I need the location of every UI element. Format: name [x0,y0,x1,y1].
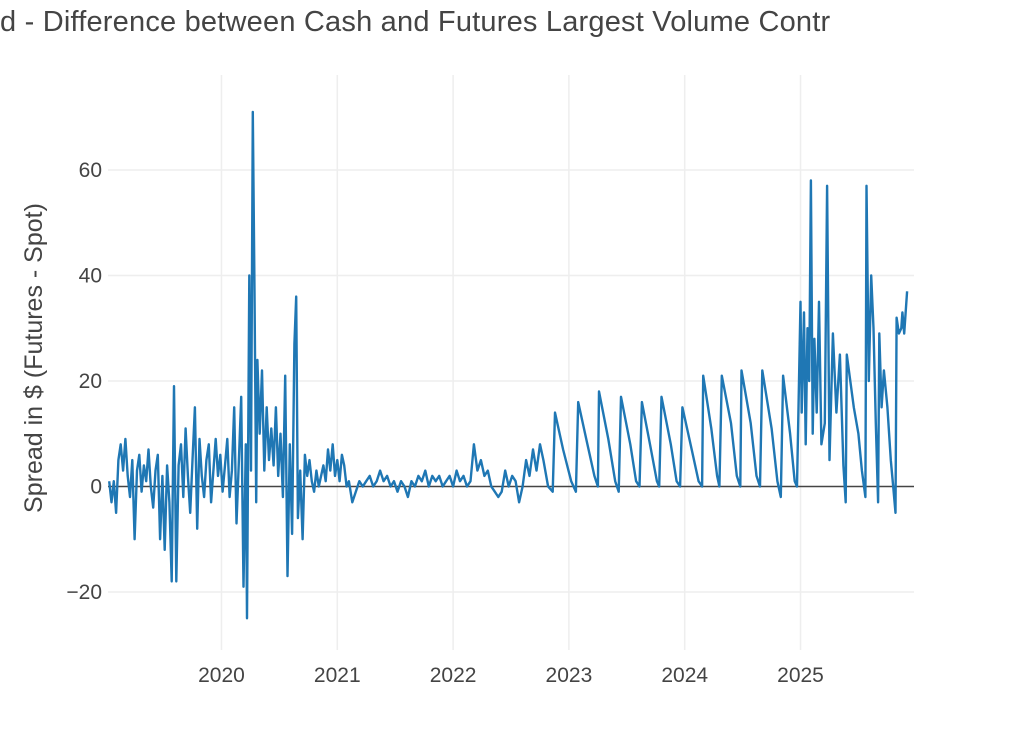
x-tick-label: 2020 [198,664,245,687]
y-axis-title: Spread in $ (Futures - Spot) [20,203,48,513]
y-tick-label: 60 [79,159,102,182]
y-tick-labels: 60 40 20 0 −20 [66,159,102,604]
x-tick-label: 2024 [661,664,708,687]
series-layer [108,110,909,620]
y-tick-label: 0 [90,475,102,498]
y-tick-label: 20 [79,370,102,393]
y-tick-label: −20 [66,581,102,604]
x-tick-label: 2021 [314,664,361,687]
x-tick-label: 2025 [777,664,824,687]
x-tick-label: 2023 [546,664,593,687]
grid-lines [108,75,914,650]
y-tick-label: 40 [79,264,102,287]
series-line-spread [108,110,909,620]
chart-title: d - Difference between Cash and Futures … [0,6,831,38]
x-tick-labels: 2020 2021 2022 2023 2024 2025 [198,664,824,687]
x-tick-label: 2022 [430,664,477,687]
